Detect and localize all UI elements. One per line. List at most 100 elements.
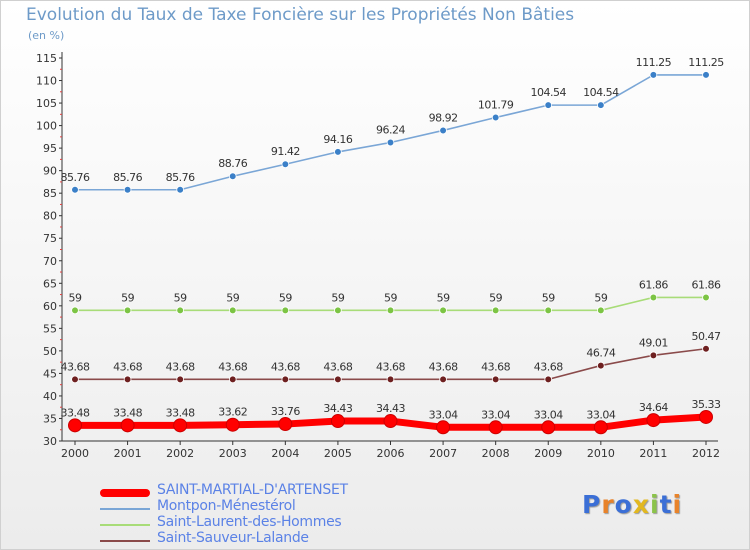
data-label: 34.43 <box>323 402 352 415</box>
data-point <box>541 420 556 435</box>
data-point <box>176 306 184 315</box>
data-point <box>123 306 132 315</box>
data-point <box>488 420 503 435</box>
y-tick-label: 115 <box>36 52 57 65</box>
data-label: 59 <box>437 291 450 304</box>
y-tick-label: 65 <box>43 277 57 290</box>
y-tick-label: 95 <box>43 142 57 155</box>
data-point <box>334 306 342 315</box>
legend-label: Saint-Sauveur-Lalande <box>157 530 309 546</box>
y-tick-label: 80 <box>43 210 57 223</box>
data-label: 59 <box>384 291 397 304</box>
x-tick-label: 2001 <box>114 447 142 460</box>
chart-subtitle: (en %) <box>28 29 65 42</box>
data-label: 96.24 <box>376 124 405 137</box>
x-tick-label: 2006 <box>377 447 405 460</box>
legend-swatch <box>100 489 150 497</box>
data-point <box>71 375 79 384</box>
logo-letter: o <box>614 490 633 519</box>
data-label: 85.76 <box>166 171 195 184</box>
data-label: 43.68 <box>429 360 458 373</box>
data-point <box>228 306 237 315</box>
data-label: 59 <box>542 291 555 304</box>
data-point <box>702 293 710 302</box>
data-point <box>334 148 342 156</box>
logo-letter: i <box>650 490 660 519</box>
data-label: 61.86 <box>639 278 668 291</box>
y-tick-label: 50 <box>43 345 57 358</box>
data-label: 33.48 <box>61 406 90 419</box>
y-tick-label: 100 <box>36 120 57 133</box>
data-label: 43.68 <box>534 360 563 373</box>
data-point <box>176 375 184 384</box>
data-point <box>491 113 500 122</box>
logo-letter: i <box>672 490 683 519</box>
data-label: 33.04 <box>429 408 458 421</box>
data-point <box>491 306 500 315</box>
data-label: 33.76 <box>271 405 300 418</box>
data-label: 111.25 <box>688 56 724 69</box>
x-tick-label: 2000 <box>61 447 89 460</box>
data-point <box>702 71 710 79</box>
data-label: 43.68 <box>166 360 195 373</box>
data-point <box>702 344 710 353</box>
data-label: 33.62 <box>218 406 247 419</box>
chart-title: Evolution du Taux de Taxe Foncière sur l… <box>26 5 575 25</box>
legend-label: SAINT-MARTIAL-D'ARTENSET <box>157 482 348 498</box>
data-label: 85.76 <box>113 171 142 184</box>
data-point <box>173 418 188 433</box>
logo-letter: P <box>582 490 602 519</box>
data-label: 101.79 <box>478 99 514 112</box>
data-label: 59 <box>226 291 239 304</box>
data-point <box>593 420 608 435</box>
data-point <box>491 375 500 384</box>
data-point <box>281 160 290 169</box>
data-point <box>439 375 447 384</box>
y-tick-label: 75 <box>43 232 57 245</box>
data-label: 33.04 <box>534 408 563 421</box>
data-label: 88.76 <box>218 157 247 170</box>
data-point <box>699 409 713 424</box>
data-point <box>330 414 345 429</box>
data-label: 59 <box>174 291 187 304</box>
data-point <box>597 101 605 109</box>
data-label: 59 <box>489 291 502 304</box>
data-point <box>383 414 398 429</box>
legend-swatch <box>100 508 150 510</box>
data-point <box>649 351 658 360</box>
data-label: 43.68 <box>271 360 300 373</box>
data-point <box>123 185 132 194</box>
y-tick-label: 30 <box>43 435 57 448</box>
data-label: 111.25 <box>636 56 672 69</box>
data-label: 34.43 <box>376 402 405 415</box>
data-point <box>544 306 553 315</box>
data-label: 85.76 <box>61 171 90 184</box>
legend-label: Saint-Laurent-des-Hommes <box>157 514 342 530</box>
legend-swatch <box>100 524 150 526</box>
y-tick-label: 45 <box>43 367 57 380</box>
data-label: 61.86 <box>692 278 721 291</box>
data-label: 91.42 <box>271 145 300 158</box>
data-point <box>281 306 290 315</box>
data-label: 104.54 <box>583 86 619 99</box>
data-label: 33.04 <box>481 408 510 421</box>
data-point <box>386 138 395 147</box>
data-label: 35.33 <box>692 398 721 411</box>
data-point <box>278 417 293 432</box>
data-point <box>386 375 395 384</box>
data-point <box>439 126 447 135</box>
data-label: 59 <box>594 291 607 304</box>
y-tick-label: 40 <box>43 390 57 403</box>
data-point <box>68 418 82 433</box>
y-tick-label: 60 <box>43 300 57 313</box>
x-tick-label: 2002 <box>166 447 194 460</box>
data-label: 33.48 <box>113 406 142 419</box>
data-point <box>544 101 553 109</box>
logo-letter: r <box>601 490 615 519</box>
data-point <box>176 185 184 194</box>
data-label: 59 <box>69 291 82 304</box>
y-tick-label: 105 <box>36 97 57 110</box>
logo-letter: t <box>659 490 673 519</box>
y-tick-label: 70 <box>43 255 57 268</box>
x-tick-label: 2005 <box>324 447 352 460</box>
